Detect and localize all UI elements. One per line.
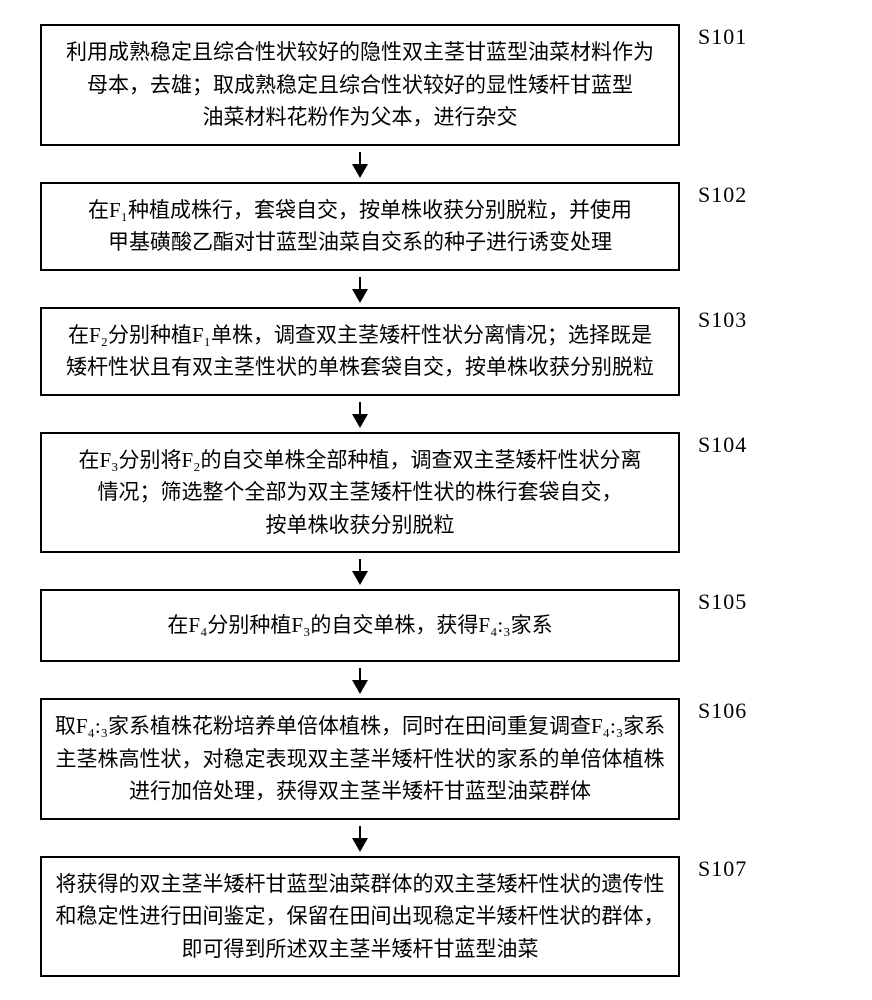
step-text: 将获得的双主茎半矮杆甘蓝型油菜群体的双主茎矮杆性状的遗传性 xyxy=(56,868,665,901)
flowchart: 利用成熟稳定且综合性状较好的隐性双主茎甘蓝型油菜材料作为 母本，去雄；取成熟稳定… xyxy=(40,24,832,977)
step-text: 在F₂分别种植F₁单株，调查双主茎矮杆性状分离情况；选择既是 xyxy=(68,319,652,352)
arrow xyxy=(40,820,680,856)
step-text: 甲基磺酸乙酯对甘蓝型油菜自交系的种子进行诱变处理 xyxy=(108,226,612,259)
step-row: 取F₄:₃家系植株花粉培养单倍体植株，同时在田间重复调查F₄:₃家系 主茎株高性… xyxy=(40,698,832,820)
step-row: 利用成熟稳定且综合性状较好的隐性双主茎甘蓝型油菜材料作为 母本，去雄；取成熟稳定… xyxy=(40,24,832,146)
step-text: 油菜材料花粉作为父本，进行杂交 xyxy=(203,101,518,134)
step-row: 将获得的双主茎半矮杆甘蓝型油菜群体的双主茎矮杆性状的遗传性 和稳定性进行田间鉴定… xyxy=(40,856,832,978)
step-label: S104 xyxy=(698,432,747,458)
step-text: 即可得到所述双主茎半矮杆甘蓝型油菜 xyxy=(182,933,539,966)
step-row: 在F₁种植成株行，套袋自交，按单株收获分别脱粒，并使用 甲基磺酸乙酯对甘蓝型油菜… xyxy=(40,182,832,271)
arrow xyxy=(40,396,680,432)
step-label: S103 xyxy=(698,307,747,333)
step-label: S107 xyxy=(698,856,747,882)
step-text: 矮杆性状且有双主茎性状的单株套袋自交，按单株收获分别脱粒 xyxy=(66,351,654,384)
step-box-2: 在F₁种植成株行，套袋自交，按单株收获分别脱粒，并使用 甲基磺酸乙酯对甘蓝型油菜… xyxy=(40,182,680,271)
step-box-1: 利用成熟稳定且综合性状较好的隐性双主茎甘蓝型油菜材料作为 母本，去雄；取成熟稳定… xyxy=(40,24,680,146)
step-row: 在F₄分别种植F₃的自交单株，获得F₄:₃家系 S105 xyxy=(40,589,832,662)
step-text: 利用成熟稳定且综合性状较好的隐性双主茎甘蓝型油菜材料作为 xyxy=(66,36,654,69)
step-text: 取F₄:₃家系植株花粉培养单倍体植株，同时在田间重复调查F₄:₃家系 xyxy=(55,710,665,743)
arrow xyxy=(40,662,680,698)
step-box-3: 在F₂分别种植F₁单株，调查双主茎矮杆性状分离情况；选择既是 矮杆性状且有双主茎… xyxy=(40,307,680,396)
step-text: 和稳定性进行田间鉴定，保留在田间出现稳定半矮杆性状的群体， xyxy=(56,900,665,933)
step-label: S101 xyxy=(698,24,747,50)
step-box-5: 在F₄分别种植F₃的自交单株，获得F₄:₃家系 xyxy=(40,589,680,662)
step-text: 在F₁种植成株行，套袋自交，按单株收获分别脱粒，并使用 xyxy=(88,194,632,227)
arrow xyxy=(40,271,680,307)
step-label: S106 xyxy=(698,698,747,724)
step-label: S105 xyxy=(698,589,747,615)
step-row: 在F₂分别种植F₁单株，调查双主茎矮杆性状分离情况；选择既是 矮杆性状且有双主茎… xyxy=(40,307,832,396)
step-text: 母本，去雄；取成熟稳定且综合性状较好的显性矮杆甘蓝型 xyxy=(87,69,633,102)
arrow xyxy=(40,146,680,182)
step-box-4: 在F₃分别将F₂的自交单株全部种植，调查双主茎矮杆性状分离 情况；筛选整个全部为… xyxy=(40,432,680,554)
step-box-7: 将获得的双主茎半矮杆甘蓝型油菜群体的双主茎矮杆性状的遗传性 和稳定性进行田间鉴定… xyxy=(40,856,680,978)
step-text: 情况；筛选整个全部为双主茎矮杆性状的株行套袋自交， xyxy=(98,476,623,509)
step-text: 主茎株高性状，对稳定表现双主茎半矮杆性状的家系的单倍体植株 xyxy=(56,743,665,776)
arrow xyxy=(40,553,680,589)
step-box-6: 取F₄:₃家系植株花粉培养单倍体植株，同时在田间重复调查F₄:₃家系 主茎株高性… xyxy=(40,698,680,820)
step-text: 按单株收获分别脱粒 xyxy=(266,509,455,542)
step-text: 在F₃分别将F₂的自交单株全部种植，调查双主茎矮杆性状分离 xyxy=(79,444,642,477)
step-label: S102 xyxy=(698,182,747,208)
step-row: 在F₃分别将F₂的自交单株全部种植，调查双主茎矮杆性状分离 情况；筛选整个全部为… xyxy=(40,432,832,554)
step-text: 进行加倍处理，获得双主茎半矮杆甘蓝型油菜群体 xyxy=(129,775,591,808)
step-text: 在F₄分别种植F₃的自交单株，获得F₄:₃家系 xyxy=(167,609,552,642)
